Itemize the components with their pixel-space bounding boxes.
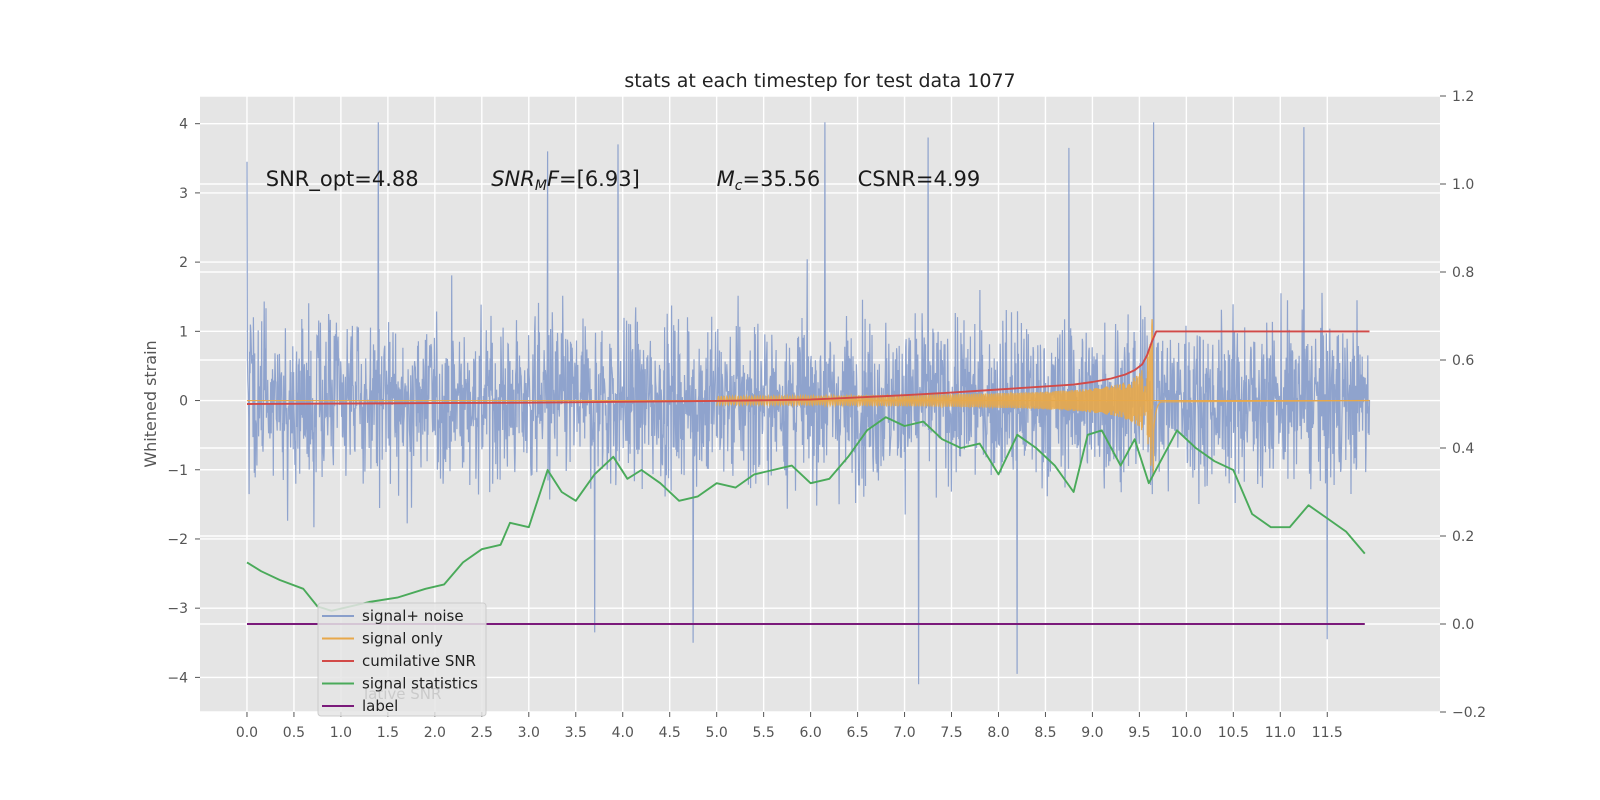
signal-plus-noise-line <box>246 122 1371 685</box>
y-right-tick-label: 0.4 <box>1452 441 1474 457</box>
x-tick-label: 1.5 <box>377 725 399 741</box>
x-tick-label: 10.0 <box>1171 725 1202 741</box>
chart-title: stats at each timestep for test data 107… <box>624 70 1015 92</box>
annotation-part: M <box>717 167 735 191</box>
x-tick-label: 11.5 <box>1312 725 1343 741</box>
legend-entry: label <box>362 697 398 715</box>
x-tick-label: 5.0 <box>706 725 728 741</box>
x-tick-label: 8.5 <box>1034 725 1056 741</box>
x-axis-ticks: 0.0 0.5 1.0 1.5 2.0 2.5 3.0 3.5 4.0 4.5 5.0 5.5 6.0 6… <box>236 712 1343 741</box>
y-right-tick-label: 0.8 <box>1452 265 1474 281</box>
y-left-tick-label: −1 <box>167 463 188 479</box>
y-left-tick-label: −2 <box>167 532 188 548</box>
x-tick-label: 6.5 <box>846 725 868 741</box>
annotation: CSNR=4.99 <box>858 167 981 191</box>
x-tick-label: 5.5 <box>753 725 775 741</box>
signal-only-line <box>716 319 1370 477</box>
x-tick-label: 9.5 <box>1128 725 1150 741</box>
x-tick-label: 7.0 <box>893 725 915 741</box>
annotation-part: =35.56 <box>742 167 820 191</box>
y-left-tick-label: 4 <box>179 117 188 133</box>
y-right-tick-label: 1.0 <box>1452 177 1474 193</box>
y-right-tick-label: 0.0 <box>1452 617 1474 633</box>
signal-plus-noise-series <box>246 122 1371 685</box>
annotation: SNR_opt=4.88 <box>266 167 419 192</box>
y-left-tick-label: 2 <box>179 255 188 271</box>
annotation-part: c <box>735 178 743 194</box>
y-right-tick-label: 0.2 <box>1452 529 1474 545</box>
x-tick-label: 0.0 <box>236 725 258 741</box>
right-y-axis-ticks: 1.2 1.0 0.8 0.6 0.4 0.2 0.0 −0.2 <box>1440 89 1486 721</box>
y-left-tick-label: 0 <box>179 394 188 410</box>
annotation: Mc=35.56 <box>717 167 821 194</box>
x-tick-label: 10.5 <box>1218 725 1249 741</box>
x-tick-label: 2.5 <box>471 725 493 741</box>
left-y-axis-ticks: 4 3 2 1 0 −1 −2 −3 −4 <box>167 117 200 686</box>
annotation-part: SNR_opt=4.88 <box>266 167 419 192</box>
annotations: SNR_opt=4.88 SNRMF=[6.93] Mc=35.56 CSNR=4.9… <box>266 167 980 194</box>
legend-box <box>317 602 487 717</box>
legend-entry: signal only <box>362 630 443 648</box>
annotation-part: M <box>535 178 547 194</box>
legend-entry: signal statistics <box>362 675 478 693</box>
x-tick-label: 2.0 <box>424 725 446 741</box>
cumilative-snr-line <box>246 330 1370 405</box>
x-tick-label: 9.0 <box>1081 725 1103 741</box>
x-tick-label: 3.0 <box>518 725 540 741</box>
y-left-tick-label: 1 <box>179 324 188 340</box>
x-tick-label: 1.0 <box>330 725 352 741</box>
x-tick-label: 8.0 <box>987 725 1009 741</box>
y-left-tick-label: −3 <box>167 601 188 617</box>
legend: lative SNR signal+ noise signal only cumila… <box>317 602 487 717</box>
x-tick-label: 4.5 <box>659 725 681 741</box>
annotation: SNRMF=[6.93] <box>491 167 640 194</box>
x-tick-label: 0.5 <box>283 725 305 741</box>
annotation-part: =[6.93] <box>559 167 640 191</box>
x-tick-label: 11.0 <box>1265 725 1296 741</box>
y-left-tick-label: −4 <box>167 670 188 686</box>
y-right-tick-label: 1.2 <box>1452 89 1474 105</box>
y-right-tick-label: −0.2 <box>1452 705 1486 721</box>
x-tick-label: 4.0 <box>612 725 634 741</box>
legend-ghost-text: lative SNR <box>364 685 441 703</box>
signal-statistics-line <box>246 416 1366 612</box>
y-right-tick-label: 0.6 <box>1452 353 1474 369</box>
x-tick-label: 3.5 <box>565 725 587 741</box>
x-tick-label: 6.0 <box>799 725 821 741</box>
legend-entry: cumilative SNR <box>362 652 476 670</box>
legend-entry: signal+ noise <box>362 607 464 625</box>
annotation-part: SNR <box>491 167 535 191</box>
annotation-part: F <box>547 167 560 191</box>
y-axis-label: Whitened strain <box>141 340 160 467</box>
annotation-part: CSNR=4.99 <box>858 167 981 191</box>
x-tick-label: 7.5 <box>940 725 962 741</box>
y-left-tick-label: 3 <box>179 186 188 202</box>
